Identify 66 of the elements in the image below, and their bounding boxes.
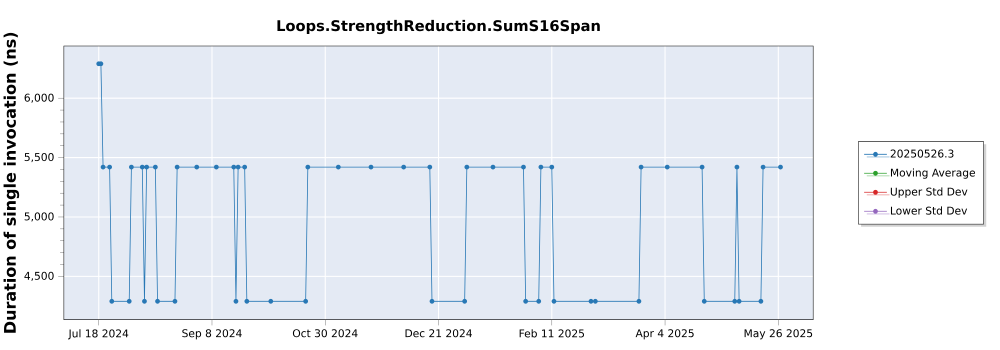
point: [100, 164, 106, 170]
point: [636, 299, 642, 304]
point: [142, 299, 147, 304]
y-tick-label: 5,500: [24, 153, 54, 162]
point: [140, 164, 145, 170]
point: [638, 164, 644, 170]
legend-label: 20250526.3: [890, 150, 954, 158]
point: [268, 299, 274, 304]
x-tick-label: Apr 4 2025: [636, 329, 694, 340]
point: [588, 299, 594, 304]
point: [430, 299, 434, 304]
point: [401, 164, 406, 170]
point: [128, 164, 134, 170]
point: [336, 164, 341, 170]
point: [490, 164, 496, 170]
point: [736, 299, 742, 304]
point: [758, 299, 764, 304]
point: [126, 299, 132, 304]
point: [734, 164, 740, 170]
point: [368, 164, 374, 170]
point: [552, 299, 556, 304]
point: [234, 299, 238, 304]
y-tick-label: 4,500: [24, 272, 54, 282]
point: [700, 164, 704, 170]
legend-label: Lower Std Dev: [890, 206, 968, 215]
point: [242, 164, 248, 170]
x-tick-label: Jul 18 2024: [68, 329, 128, 340]
point: [109, 299, 114, 304]
point: [214, 164, 219, 170]
point: [521, 164, 526, 170]
point: [174, 164, 180, 170]
point: [236, 164, 241, 170]
point: [155, 299, 160, 304]
point: [107, 164, 112, 170]
x-tick-label: Oct 30 2024: [292, 329, 358, 338]
x-tick-label: Feb 11 2025: [520, 329, 584, 338]
point: [305, 164, 310, 170]
y-axis-title: Duration of single invocation (ns): [4, 33, 20, 333]
point: [172, 299, 178, 304]
point: [464, 164, 470, 170]
legend-label: Upper Std Dev: [890, 188, 968, 198]
point: [303, 299, 308, 304]
y-tick-label: 6,000: [24, 94, 54, 103]
point: [538, 164, 544, 170]
point: [732, 299, 738, 304]
y-tick-label: 5,000: [24, 212, 54, 222]
point: [760, 164, 766, 170]
point: [231, 164, 236, 170]
x-tick-label: Sep 8 2024: [182, 329, 242, 340]
point: [523, 299, 528, 304]
point: [194, 164, 200, 170]
point: [427, 164, 432, 170]
point: [536, 299, 542, 304]
point: [592, 299, 598, 304]
point: [702, 299, 707, 304]
point: [244, 299, 250, 304]
point: [144, 164, 150, 170]
point: [664, 164, 670, 170]
x-tick-label: Dec 21 2024: [406, 329, 472, 338]
point: [549, 164, 554, 170]
chart-title: Loops.StrengthReduction.SumS16Span: [277, 20, 600, 34]
point: [152, 164, 158, 170]
point: [462, 299, 468, 304]
x-tick-label: May 26 2025: [744, 329, 812, 340]
legend-label: Moving Average: [890, 168, 976, 179]
point: [778, 164, 783, 170]
